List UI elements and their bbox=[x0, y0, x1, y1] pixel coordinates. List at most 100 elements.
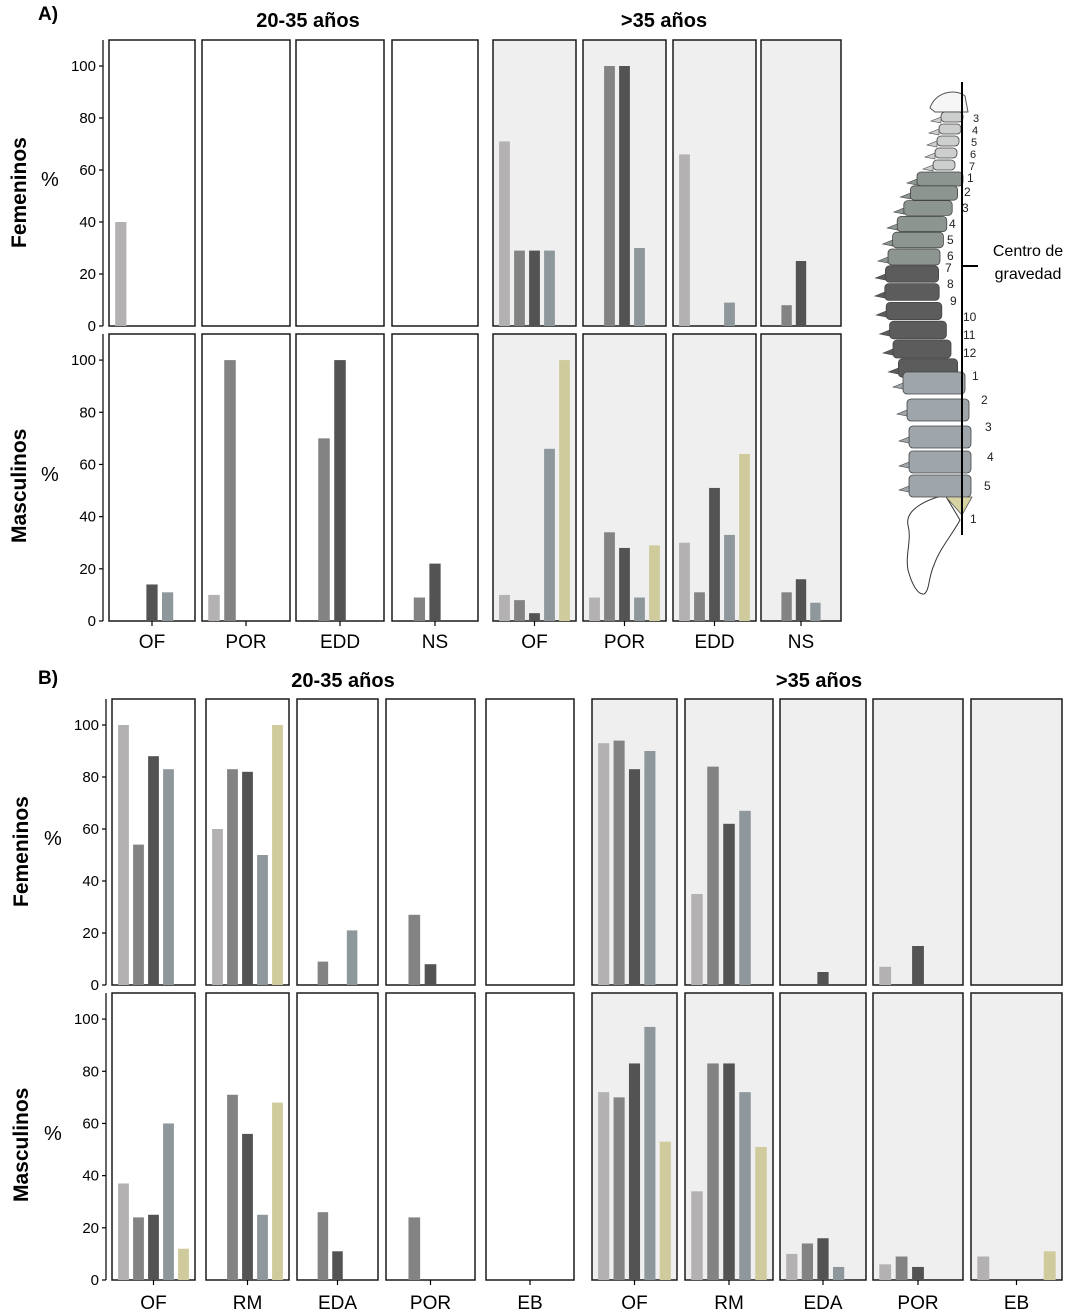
vertebra-number: 4 bbox=[949, 217, 956, 231]
bar bbox=[801, 1243, 814, 1280]
y-tick-label: 20 bbox=[79, 266, 96, 283]
bar bbox=[148, 1214, 159, 1280]
y-tick-label: 100 bbox=[74, 717, 99, 734]
vertebra-number: 6 bbox=[970, 149, 976, 161]
y-tick-label: 60 bbox=[82, 1115, 99, 1132]
vertebra-number: 10 bbox=[963, 310, 977, 324]
vertebra-number: 1 bbox=[972, 369, 979, 383]
bar bbox=[163, 769, 174, 985]
bar bbox=[691, 894, 703, 985]
panel-frame bbox=[391, 39, 479, 327]
vertebra-number: 1 bbox=[967, 171, 974, 185]
vertebra bbox=[889, 320, 947, 340]
bar bbox=[224, 360, 236, 621]
panel-frame bbox=[201, 39, 291, 327]
bar bbox=[613, 1097, 625, 1280]
bar bbox=[544, 250, 555, 326]
vertebra-number: 7 bbox=[969, 161, 975, 173]
bar bbox=[212, 829, 223, 985]
bar bbox=[634, 597, 645, 621]
vertebra-number: 8 bbox=[947, 277, 954, 291]
category-label: RM bbox=[233, 1293, 263, 1314]
bar bbox=[879, 1264, 892, 1280]
unit-label: % bbox=[41, 169, 59, 191]
unit-label: % bbox=[44, 1122, 62, 1145]
bar bbox=[163, 1123, 174, 1280]
y-tick-label: 60 bbox=[82, 821, 99, 838]
bar bbox=[413, 597, 426, 621]
vertebra-number: 11 bbox=[963, 328, 976, 342]
vertebra-number: 1 bbox=[970, 512, 977, 526]
section-label: B) bbox=[38, 668, 59, 689]
bar bbox=[514, 250, 525, 326]
row-label: Femeninos bbox=[10, 796, 33, 907]
bar bbox=[272, 725, 283, 985]
panel-frame bbox=[295, 39, 385, 327]
bar bbox=[317, 961, 329, 985]
vertebra-process bbox=[929, 116, 942, 124]
bar bbox=[832, 1266, 845, 1280]
bar bbox=[679, 542, 690, 621]
vertebra-number: 6 bbox=[947, 249, 954, 263]
vertebra-process bbox=[897, 461, 910, 469]
vertebra-number: 4 bbox=[987, 450, 994, 464]
y-tick-label: 80 bbox=[79, 110, 96, 127]
bar bbox=[755, 1146, 767, 1280]
bar bbox=[133, 844, 144, 985]
vertebra-process bbox=[876, 256, 889, 264]
y-tick-label: 20 bbox=[82, 925, 99, 942]
y-tick-label: 100 bbox=[74, 1011, 99, 1028]
vertebra bbox=[936, 135, 960, 147]
vertebra-number: 9 bbox=[950, 294, 957, 308]
bar bbox=[227, 769, 238, 985]
vertebra-process bbox=[897, 485, 910, 493]
category-label: OF bbox=[140, 1293, 166, 1314]
section-label: A) bbox=[38, 4, 59, 25]
vertebra-process bbox=[874, 273, 886, 281]
vertebra bbox=[940, 111, 964, 123]
panel-frame bbox=[296, 698, 379, 986]
category-label: NS bbox=[788, 632, 814, 653]
y-tick-label: 80 bbox=[79, 404, 96, 421]
bar bbox=[912, 946, 924, 985]
bar bbox=[598, 743, 610, 985]
bar bbox=[879, 966, 892, 985]
panel-frame bbox=[485, 992, 575, 1281]
row-label: Masculinos bbox=[8, 428, 31, 543]
panel-frame bbox=[779, 698, 867, 986]
bar bbox=[619, 66, 630, 326]
category-label: POR bbox=[897, 1293, 938, 1314]
bar bbox=[634, 248, 645, 326]
vertebra-number: 3 bbox=[973, 113, 979, 125]
y-tick-label: 20 bbox=[79, 561, 96, 578]
category-label: NS bbox=[422, 632, 448, 653]
category-label: EDD bbox=[320, 632, 360, 653]
vertebra bbox=[892, 339, 952, 359]
vertebra-number: 7 bbox=[945, 261, 952, 275]
bar bbox=[1043, 1251, 1056, 1280]
y-tick-label: 100 bbox=[71, 352, 96, 369]
bar bbox=[133, 1217, 144, 1280]
panel-frame bbox=[872, 698, 964, 986]
vertebra-number: 4 bbox=[972, 125, 978, 137]
panel-frame bbox=[779, 992, 867, 1281]
bar bbox=[817, 972, 829, 985]
y-tick-label: 0 bbox=[91, 1272, 99, 1289]
category-label: POR bbox=[410, 1293, 451, 1314]
bar bbox=[619, 547, 630, 621]
category-label: EB bbox=[1004, 1293, 1029, 1314]
bar bbox=[724, 302, 735, 326]
vertebra bbox=[892, 231, 944, 249]
bar bbox=[723, 823, 735, 985]
vertebra bbox=[885, 265, 940, 283]
bar bbox=[659, 1141, 671, 1280]
vertebra bbox=[885, 301, 943, 320]
vertebra-process bbox=[887, 367, 899, 375]
y-tick-label: 60 bbox=[79, 162, 96, 179]
panel-frame bbox=[385, 698, 476, 986]
vertebra-process bbox=[886, 223, 898, 231]
vertebra-number: 2 bbox=[981, 393, 988, 407]
bar bbox=[118, 725, 129, 985]
bar bbox=[739, 454, 750, 621]
category-label: EDA bbox=[803, 1293, 842, 1314]
